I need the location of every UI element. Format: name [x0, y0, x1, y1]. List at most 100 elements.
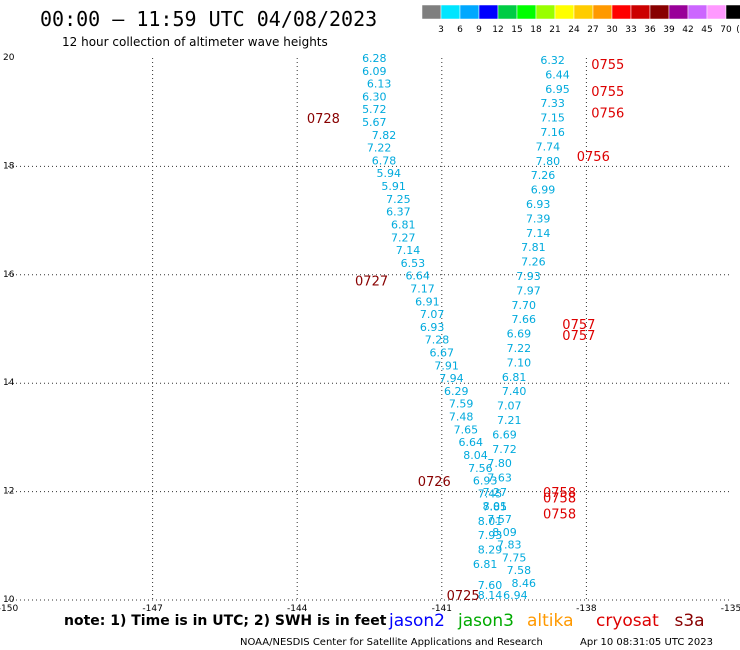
y-tick-label: 12: [3, 487, 14, 497]
color-scale-label: 42: [682, 25, 693, 35]
color-swatch: [478, 4, 499, 20]
color-scale-label: 6: [457, 25, 463, 35]
color-swatch: [535, 4, 556, 20]
time-label: 0757: [562, 318, 595, 333]
swh-label: 7.70: [511, 299, 536, 312]
swh-label: 7.39: [526, 212, 551, 225]
swh-label: 7.26: [521, 256, 546, 269]
satellite-label: s3a: [675, 611, 705, 631]
swh-label: 5.94: [377, 167, 402, 180]
y-tick-label: 18: [3, 161, 15, 171]
color-swatch: [687, 4, 708, 20]
swh-label: 8.01: [478, 515, 503, 528]
swh-label: 6.93: [420, 321, 445, 334]
swh-label: 7.85: [483, 500, 508, 513]
swh-label: 6.64: [458, 436, 483, 449]
color-swatch: [649, 4, 670, 20]
time-label: 0755: [591, 85, 624, 100]
color-scale-label: 9: [476, 25, 482, 35]
time-label: 0726: [418, 475, 451, 490]
swh-label: 7.74: [536, 140, 561, 153]
swh-label: 5.72: [362, 103, 387, 116]
x-tick-label: -147: [142, 604, 162, 614]
chart-title: 00:00 – 11:59 UTC 04/08/2023: [40, 7, 377, 31]
color-swatch: [516, 4, 537, 20]
swh-label: 8.01: [483, 500, 508, 513]
color-swatch: [440, 4, 461, 20]
color-scale-label: 39: [663, 25, 675, 35]
swh-label: 7.22: [367, 142, 392, 155]
swh-label: 6.93: [473, 475, 498, 488]
swh-label: 6.32: [540, 54, 565, 67]
color-swatch: [459, 4, 480, 20]
swh-label: 6.78: [372, 154, 397, 167]
x-tick-label: -135: [721, 604, 740, 614]
swh-label: 6.30: [362, 90, 387, 103]
swh-label: 7.14: [396, 244, 421, 257]
swh-label: 7.07: [497, 400, 522, 413]
swh-label: 8.09: [492, 526, 517, 539]
swh-label: 6.99: [531, 184, 556, 197]
color-scale-label: 18: [530, 25, 542, 35]
swh-label: 7.22: [507, 342, 532, 355]
swh-label: 6.67: [430, 347, 455, 360]
color-scale-label: 45: [701, 25, 712, 35]
color-swatch: [668, 4, 689, 20]
swh-label: 7.93: [478, 529, 503, 542]
color-scale-label: 70: [720, 25, 732, 35]
swh-label: 7.81: [521, 241, 546, 254]
swh-label: 7.48: [449, 411, 474, 424]
y-tick-label: 20: [3, 53, 15, 63]
color-scale-label: 12: [492, 25, 503, 35]
swh-label: 7.59: [449, 398, 474, 411]
swh-label: 7.45: [478, 487, 503, 500]
swh-label: 6.53: [401, 257, 426, 270]
swh-label: 6.81: [391, 218, 416, 231]
swh-label: 6.93: [526, 198, 551, 211]
color-swatch: [706, 4, 727, 20]
swh-label: 7.27: [391, 231, 416, 244]
time-label: 0725: [447, 589, 480, 604]
swh-label: 7.97: [516, 284, 541, 297]
swh-label: 7.27: [483, 486, 508, 499]
swh-label: 8.29: [478, 544, 503, 557]
swh-label: 7.26: [531, 169, 556, 182]
time-label: 0757: [562, 329, 595, 344]
color-swatch: [497, 4, 518, 20]
swh-label: 7.94: [439, 372, 464, 385]
chart-subtitle: 12 hour collection of altimeter wave hei…: [62, 35, 328, 49]
swh-label: 6.69: [507, 328, 532, 341]
swh-label: 8.04: [463, 449, 488, 462]
satellite-label: jason3: [457, 611, 514, 631]
credit-text: NOAA/NESDIS Center for Satellite Applica…: [240, 637, 543, 648]
plot-area: -150 -147 -144 -141 -138 -135 20 18 16 14 12 10 6.28…: [0, 52, 740, 614]
swh-label: 7.40: [502, 385, 527, 398]
swh-label: 8.14: [478, 589, 503, 602]
swh-label: 7.17: [410, 282, 435, 295]
swh-label: 7.56: [468, 462, 493, 475]
swh-label: 7.21: [497, 414, 522, 427]
time-label: 0756: [577, 150, 610, 165]
swh-label: 7.15: [540, 112, 565, 125]
swh-label: 6.28: [362, 52, 387, 65]
time-label: 0758: [543, 486, 576, 501]
satellite-label: jason2: [388, 611, 445, 631]
swh-label: 5.91: [381, 180, 406, 193]
swh-label: 7.66: [511, 313, 536, 326]
x-tick-label: -138: [576, 604, 597, 614]
color-scale-label: 3: [438, 25, 444, 35]
swh-label: 7.58: [507, 564, 532, 577]
swh-label: 7.82: [372, 129, 397, 142]
color-scale-label: 15: [511, 25, 522, 35]
time-label: 0727: [355, 275, 388, 290]
footer-timestamp: Apr 10 08:31:05 UTC 2023: [580, 637, 713, 648]
color-scale-label: 33: [625, 25, 636, 35]
swh-label: 7.10: [507, 356, 532, 369]
time-label: 0755: [591, 58, 624, 73]
color-swatch: [573, 4, 594, 20]
color-swatch: [725, 4, 740, 20]
swh-label: 6.09: [362, 65, 387, 78]
satellite-label: cryosat: [596, 611, 659, 631]
